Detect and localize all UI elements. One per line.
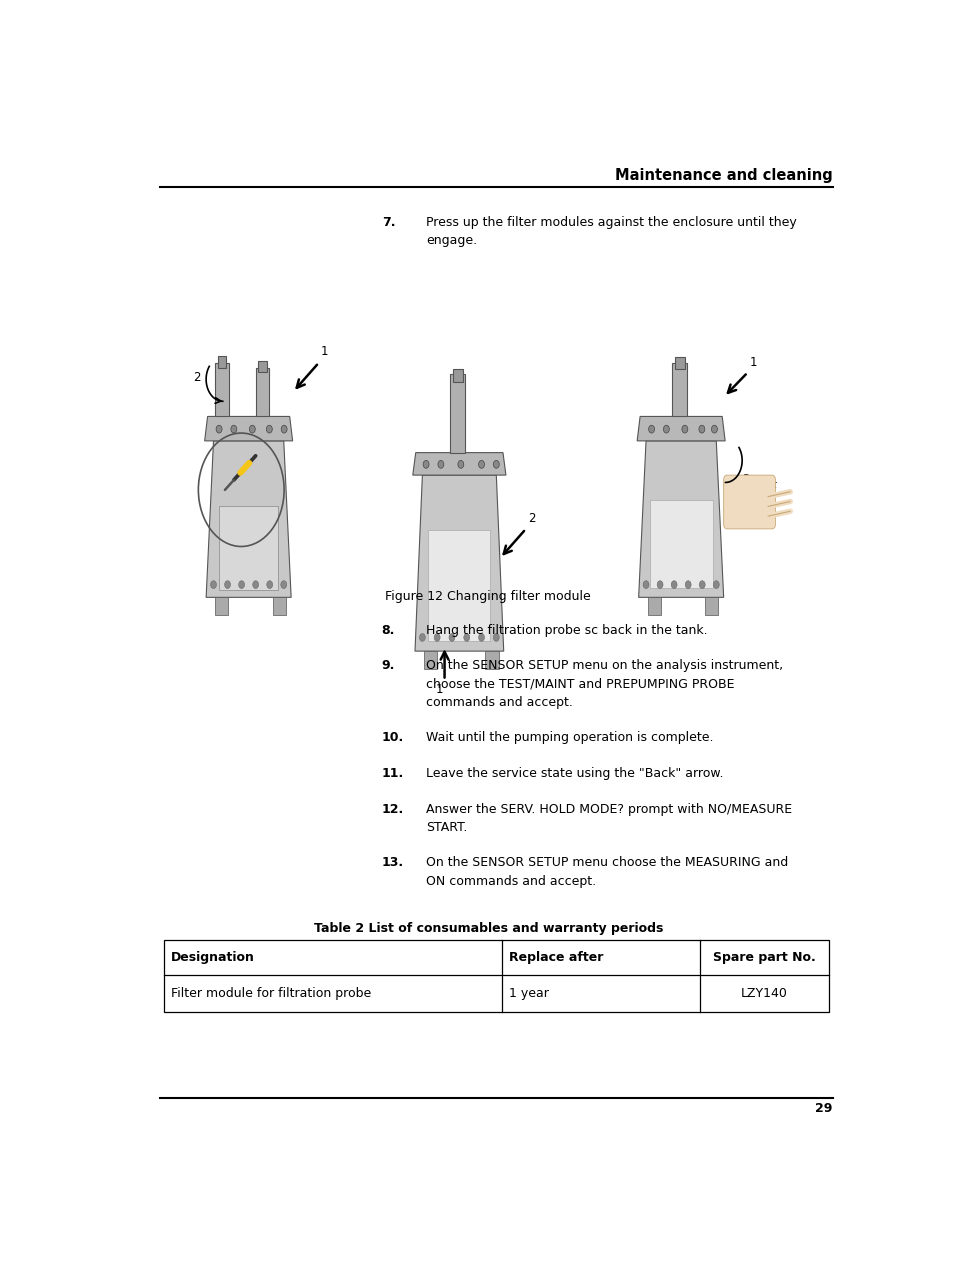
Circle shape bbox=[648, 425, 654, 433]
FancyBboxPatch shape bbox=[450, 375, 465, 452]
Circle shape bbox=[249, 425, 255, 433]
Text: 2: 2 bbox=[741, 474, 749, 486]
Text: 1: 1 bbox=[749, 357, 757, 370]
Circle shape bbox=[211, 580, 216, 588]
Circle shape bbox=[280, 580, 287, 588]
FancyBboxPatch shape bbox=[255, 367, 269, 417]
Circle shape bbox=[423, 461, 429, 469]
Circle shape bbox=[478, 634, 484, 641]
Circle shape bbox=[457, 461, 463, 469]
Text: Wait until the pumping operation is complete.: Wait until the pumping operation is comp… bbox=[426, 732, 713, 744]
FancyBboxPatch shape bbox=[675, 357, 684, 370]
FancyBboxPatch shape bbox=[485, 652, 498, 669]
Text: engage.: engage. bbox=[426, 234, 476, 248]
Circle shape bbox=[657, 580, 662, 588]
Text: 11.: 11. bbox=[381, 767, 403, 780]
Text: Figure 12 Changing filter module: Figure 12 Changing filter module bbox=[385, 589, 591, 602]
Circle shape bbox=[699, 425, 704, 433]
Circle shape bbox=[216, 425, 222, 433]
Text: 2: 2 bbox=[528, 512, 535, 525]
FancyBboxPatch shape bbox=[428, 530, 490, 641]
FancyBboxPatch shape bbox=[647, 597, 660, 615]
Circle shape bbox=[434, 634, 439, 641]
Circle shape bbox=[662, 425, 669, 433]
FancyBboxPatch shape bbox=[649, 499, 712, 588]
Polygon shape bbox=[413, 452, 505, 475]
FancyBboxPatch shape bbox=[704, 597, 718, 615]
Text: 29: 29 bbox=[815, 1102, 832, 1115]
FancyBboxPatch shape bbox=[258, 361, 267, 372]
Text: ON commands and accept.: ON commands and accept. bbox=[426, 875, 596, 888]
Text: 8.: 8. bbox=[381, 624, 395, 636]
Circle shape bbox=[463, 634, 469, 641]
Circle shape bbox=[281, 425, 287, 433]
Circle shape bbox=[478, 461, 484, 469]
Circle shape bbox=[713, 580, 719, 588]
Text: 12.: 12. bbox=[381, 803, 403, 815]
Polygon shape bbox=[638, 441, 723, 597]
FancyBboxPatch shape bbox=[214, 597, 228, 615]
Circle shape bbox=[642, 580, 648, 588]
Text: Answer the SERV. HOLD MODE? prompt with NO/MEASURE: Answer the SERV. HOLD MODE? prompt with … bbox=[426, 803, 791, 815]
FancyBboxPatch shape bbox=[273, 597, 286, 615]
Polygon shape bbox=[637, 417, 724, 441]
Text: 1: 1 bbox=[321, 344, 328, 358]
Polygon shape bbox=[415, 475, 503, 652]
FancyBboxPatch shape bbox=[164, 940, 828, 1012]
FancyBboxPatch shape bbox=[219, 507, 277, 589]
Circle shape bbox=[231, 425, 236, 433]
Text: 1 year: 1 year bbox=[508, 987, 548, 999]
Circle shape bbox=[711, 425, 717, 433]
Circle shape bbox=[493, 634, 498, 641]
Circle shape bbox=[224, 580, 231, 588]
Circle shape bbox=[253, 580, 258, 588]
Text: choose the TEST/MAINT and PREPUMPING PROBE: choose the TEST/MAINT and PREPUMPING PRO… bbox=[426, 677, 734, 691]
Text: 7.: 7. bbox=[381, 216, 395, 229]
Circle shape bbox=[699, 580, 704, 588]
Text: 2: 2 bbox=[193, 371, 200, 384]
Text: commands and accept.: commands and accept. bbox=[426, 696, 573, 709]
FancyBboxPatch shape bbox=[217, 356, 226, 367]
Text: 13.: 13. bbox=[381, 856, 403, 870]
Circle shape bbox=[238, 580, 244, 588]
Text: Filter module for filtration probe: Filter module for filtration probe bbox=[171, 987, 371, 999]
Text: LZY140: LZY140 bbox=[740, 987, 787, 999]
Polygon shape bbox=[206, 441, 291, 597]
Polygon shape bbox=[205, 417, 293, 441]
FancyBboxPatch shape bbox=[423, 652, 436, 669]
Text: / click: / click bbox=[747, 480, 777, 490]
Text: On the SENSOR SETUP menu on the analysis instrument,: On the SENSOR SETUP menu on the analysis… bbox=[426, 659, 782, 672]
FancyBboxPatch shape bbox=[723, 475, 775, 528]
Text: On the SENSOR SETUP menu choose the MEASURING and: On the SENSOR SETUP menu choose the MEAS… bbox=[426, 856, 787, 870]
Text: Hang the filtration probe sc back in the tank.: Hang the filtration probe sc back in the… bbox=[426, 624, 707, 636]
Text: Spare part No.: Spare part No. bbox=[713, 951, 815, 964]
Text: Maintenance and cleaning: Maintenance and cleaning bbox=[615, 168, 832, 183]
Circle shape bbox=[419, 634, 425, 641]
Text: Designation: Designation bbox=[171, 951, 254, 964]
Text: Leave the service state using the "Back" arrow.: Leave the service state using the "Back"… bbox=[426, 767, 722, 780]
Text: START.: START. bbox=[426, 820, 467, 834]
Text: 1: 1 bbox=[436, 683, 442, 696]
Text: Press up the filter modules against the enclosure until they: Press up the filter modules against the … bbox=[426, 216, 796, 229]
Circle shape bbox=[681, 425, 687, 433]
Circle shape bbox=[266, 425, 272, 433]
Circle shape bbox=[493, 461, 498, 469]
Text: 9.: 9. bbox=[381, 659, 395, 672]
Circle shape bbox=[267, 580, 273, 588]
FancyBboxPatch shape bbox=[453, 368, 462, 382]
Circle shape bbox=[449, 634, 455, 641]
Text: 10.: 10. bbox=[381, 732, 403, 744]
FancyBboxPatch shape bbox=[215, 363, 229, 417]
Text: Replace after: Replace after bbox=[508, 951, 602, 964]
FancyBboxPatch shape bbox=[672, 363, 686, 417]
Circle shape bbox=[437, 461, 443, 469]
Circle shape bbox=[671, 580, 677, 588]
Text: Table 2 List of consumables and warranty periods: Table 2 List of consumables and warranty… bbox=[314, 922, 663, 935]
Circle shape bbox=[684, 580, 690, 588]
